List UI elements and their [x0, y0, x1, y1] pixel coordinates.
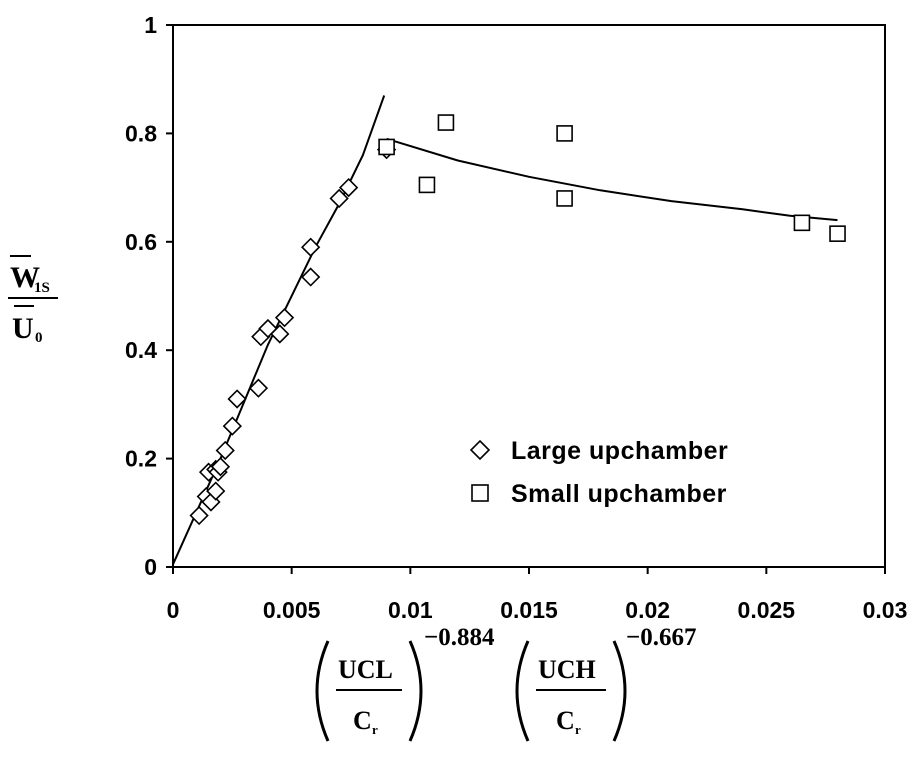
diamond-point	[222, 416, 242, 436]
diamond-point	[210, 457, 231, 477]
diamond-point	[301, 237, 321, 257]
square-point	[556, 125, 573, 142]
svg-text:r: r	[575, 722, 581, 737]
svg-text:W: W	[10, 261, 40, 294]
square-point	[378, 138, 395, 156]
x-tick-label: 0.025	[738, 597, 796, 623]
svg-text:U: U	[12, 312, 34, 345]
x-tick-label: 0.01	[388, 597, 433, 623]
data-markers	[189, 114, 846, 526]
y-axis-label: W 1S U 0	[8, 255, 58, 346]
square-point	[556, 190, 573, 207]
legend-label-small: Small upchamber	[511, 480, 727, 508]
diamond-point	[248, 378, 269, 398]
x-tick-label: 0.005	[263, 597, 321, 623]
svg-text:UCH: UCH	[538, 655, 596, 684]
legend: Large upchamber Small upchamber	[469, 437, 728, 508]
diamond-point	[329, 188, 349, 209]
diamond-point	[227, 389, 247, 409]
y-tick-label: 0.6	[125, 229, 157, 255]
svg-text:1S: 1S	[34, 280, 50, 296]
svg-text:C: C	[556, 706, 575, 735]
svg-text:C: C	[353, 706, 372, 735]
y-tick-label: 0	[144, 554, 157, 580]
svg-text:−0.667: −0.667	[626, 624, 697, 651]
svg-text:−0.884: −0.884	[424, 624, 495, 651]
diamond-point	[206, 481, 226, 501]
square-point	[829, 225, 846, 242]
svg-text:r: r	[372, 722, 378, 737]
y-tick-label: 0.2	[125, 446, 157, 472]
y-tick-label: 1	[144, 12, 157, 38]
fit-line-2	[386, 137, 838, 222]
diamond-point	[338, 177, 359, 198]
diamond-point	[301, 267, 321, 287]
x-tick-label: 0	[167, 597, 180, 623]
legend-square-marker	[471, 484, 489, 502]
diamond-point	[274, 308, 295, 328]
square-point	[418, 176, 436, 194]
diamond-point	[215, 440, 235, 461]
svg-text:UCL: UCL	[338, 655, 393, 684]
legend-label-large: Large upchamber	[511, 437, 728, 465]
svg-text:0: 0	[35, 330, 43, 346]
legend-diamond-marker	[469, 439, 491, 461]
y-axis: 0 0.2 0.4 0.6 0.8 1	[125, 12, 173, 580]
x-axis-label: UCL C r −0.884 UCH C r −0.667	[315, 624, 697, 742]
square-point	[793, 214, 811, 232]
diamond-point	[189, 505, 209, 526]
diamond-point	[270, 324, 290, 344]
y-tick-label: 0.8	[125, 120, 157, 146]
x-tick-label: 0.02	[625, 597, 670, 623]
y-tick-label: 0.4	[125, 337, 157, 363]
square-point	[437, 114, 455, 131]
x-tick-label: 0.015	[500, 597, 558, 623]
x-tick-label: 0.03	[863, 597, 908, 623]
x-axis: 0 0.005 0.01 0.015 0.02 0.025 0.03	[167, 567, 908, 623]
